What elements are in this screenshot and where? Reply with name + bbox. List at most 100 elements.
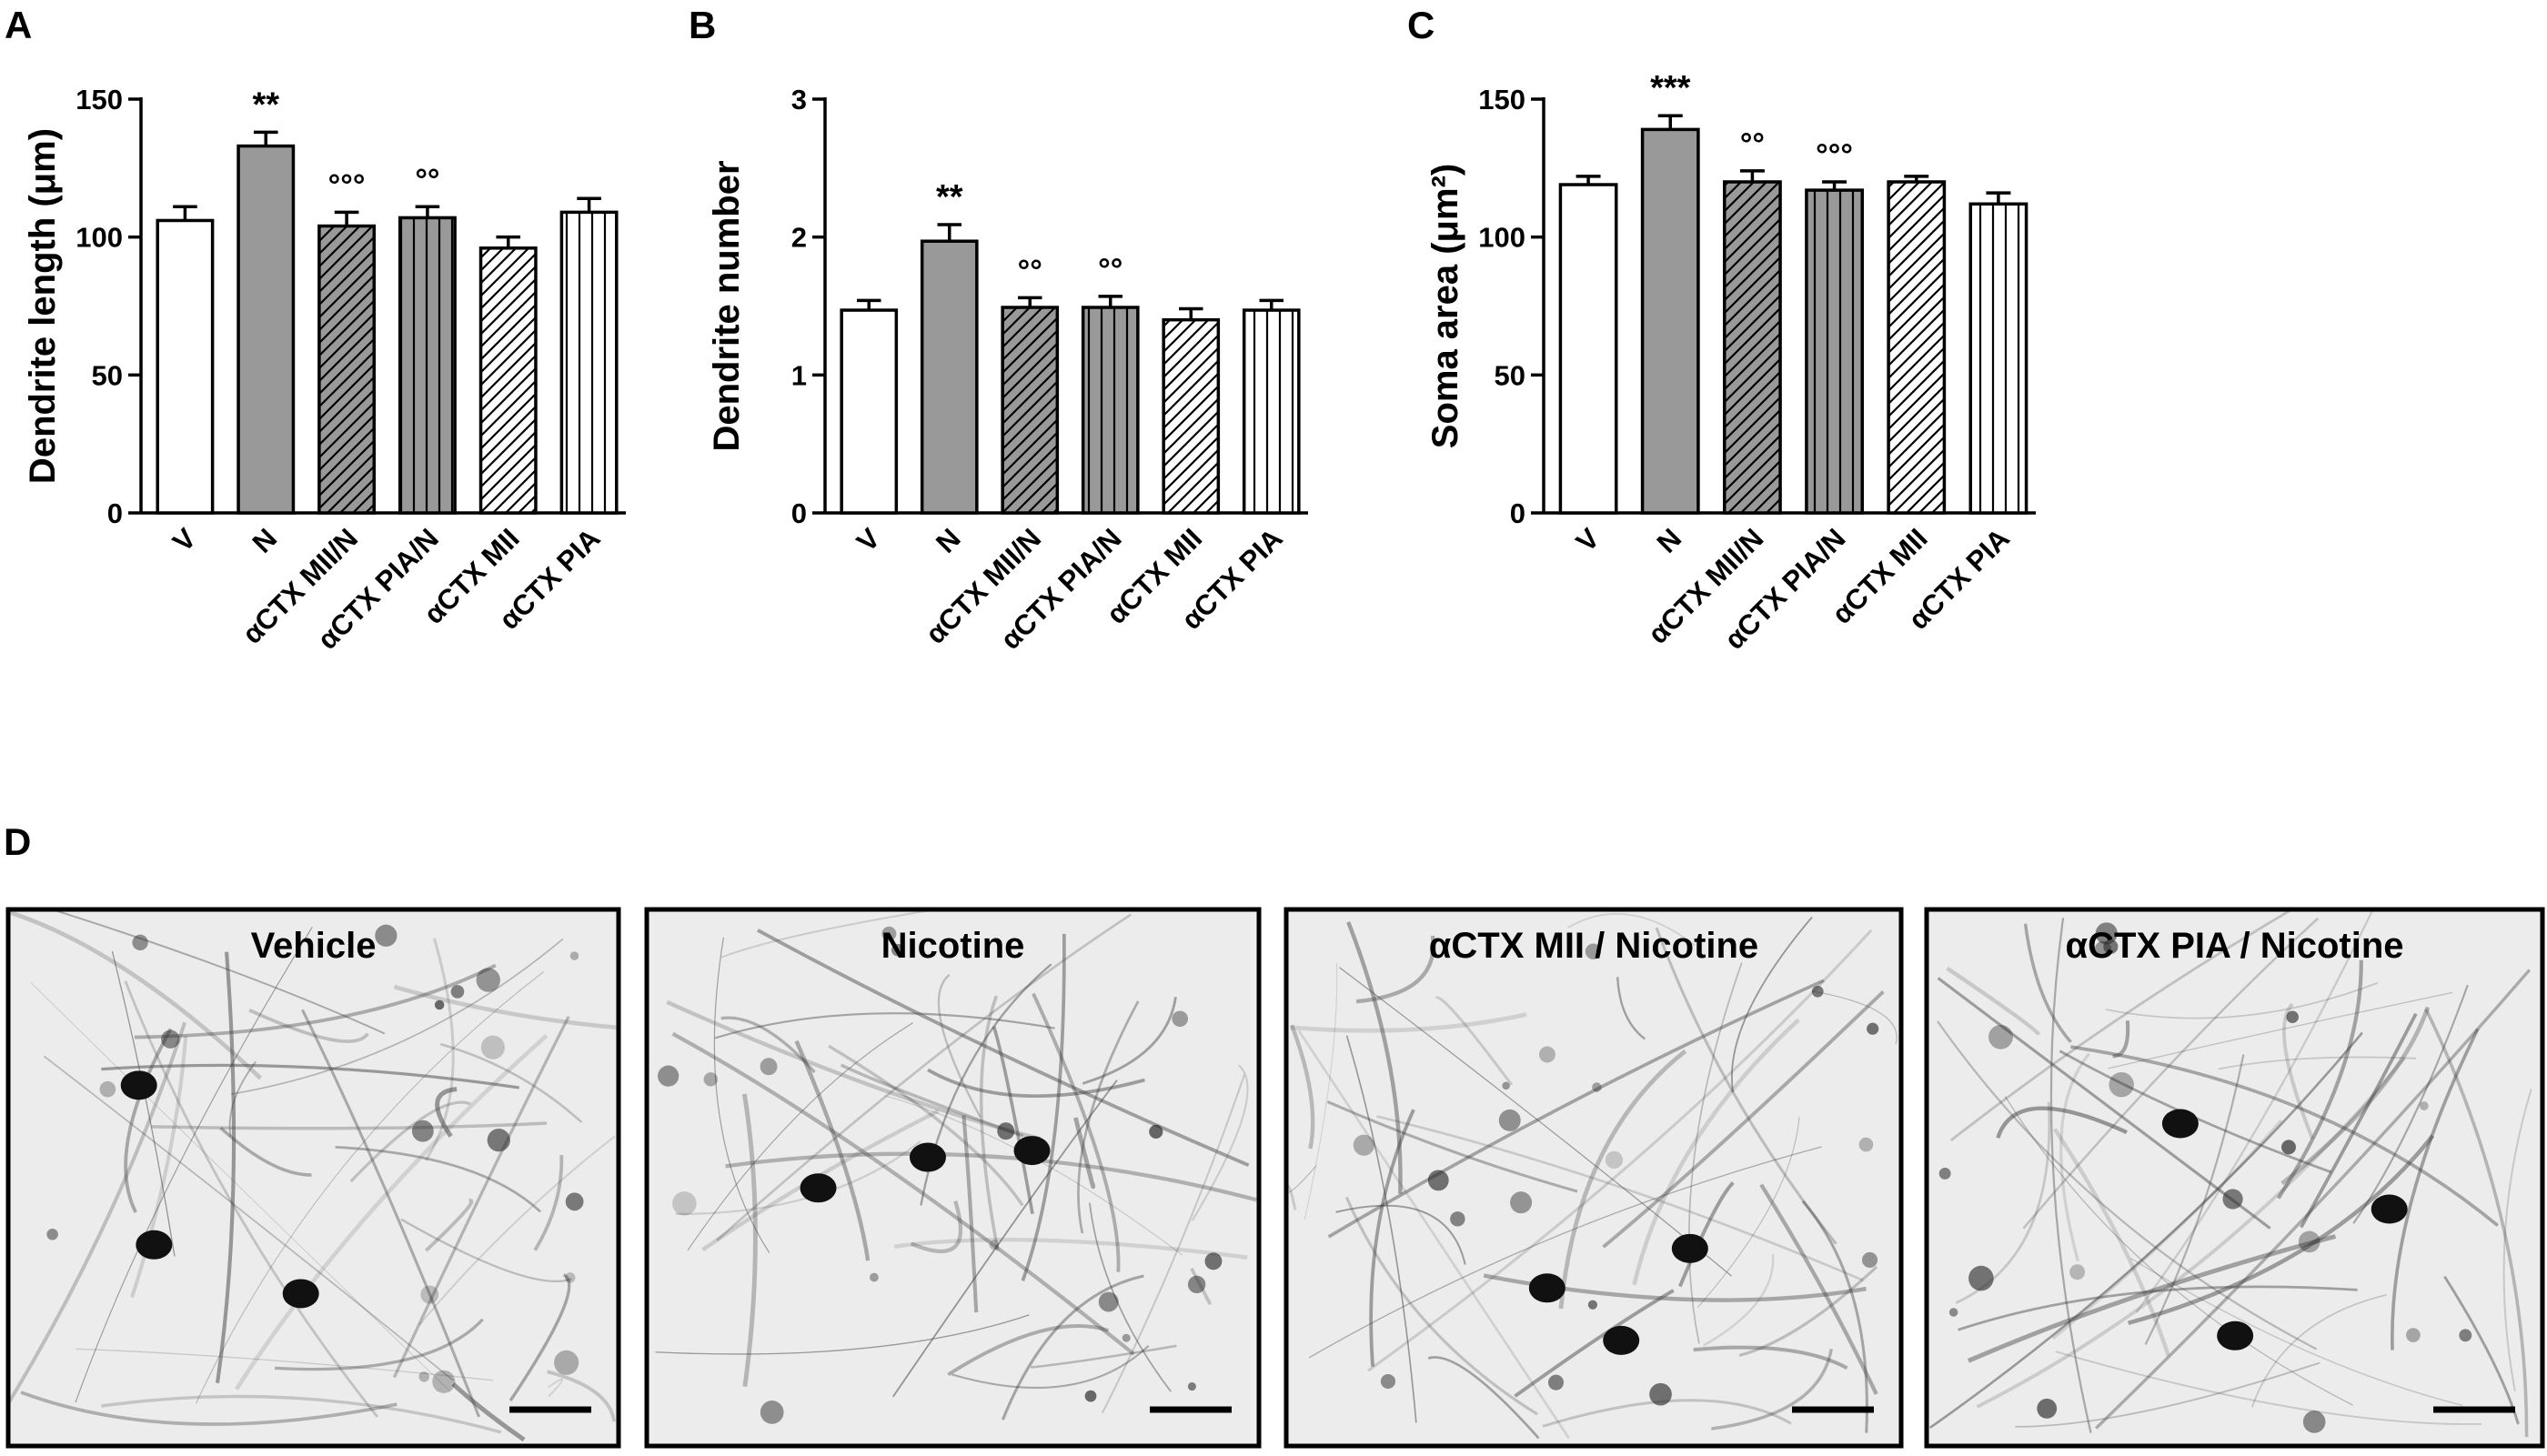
significance-label: °°° <box>328 168 366 203</box>
cell-body <box>132 934 148 951</box>
neuron-soma <box>282 1279 319 1309</box>
neurite <box>124 980 379 1418</box>
neurite <box>124 1028 173 1213</box>
neurite <box>1558 1049 1687 1310</box>
y-tick-label: 1 <box>791 359 807 391</box>
cell-body <box>870 1272 879 1282</box>
error-bar <box>1739 169 1765 182</box>
cell-body <box>565 1192 584 1211</box>
neurite <box>1376 1115 1864 1282</box>
neurite <box>400 1218 572 1282</box>
neurite <box>1616 977 1646 1040</box>
cell-body <box>161 1029 180 1049</box>
neurite <box>2352 984 2469 1224</box>
neurite <box>1367 929 1873 1372</box>
cell-body <box>2286 1010 2299 1024</box>
bar <box>1162 317 1221 515</box>
neurite <box>937 973 982 1118</box>
neurite <box>418 1135 616 1326</box>
neurite <box>2130 1258 2463 1407</box>
neurite <box>1344 1196 1538 1416</box>
neurite <box>2049 918 2092 1433</box>
neurite <box>30 981 451 1392</box>
neurite <box>43 1055 454 1381</box>
neurite <box>1102 1074 1246 1414</box>
y-tick-label: 3 <box>791 84 807 115</box>
cell-body <box>1858 1137 1874 1152</box>
neurite <box>1326 1100 1578 1193</box>
neurite <box>910 1200 963 1254</box>
significance-label: ** <box>936 178 963 216</box>
y-tick-label: 0 <box>1510 497 1525 529</box>
neurite <box>1514 1289 1675 1398</box>
neurite <box>1427 1356 1540 1440</box>
neuron-soma <box>136 1230 173 1260</box>
panel-label: A <box>5 4 32 46</box>
cell-body <box>703 1072 718 1087</box>
neurite <box>130 1035 188 1299</box>
cell-body <box>1380 1373 1395 1390</box>
neurite <box>1696 1117 1800 1309</box>
neurite <box>231 938 564 1095</box>
cell-body <box>432 1370 456 1393</box>
cell-body <box>1605 1150 1624 1170</box>
cell-body <box>658 1065 680 1087</box>
neuron-soma <box>1603 1325 1640 1355</box>
significance-label: °° <box>1098 253 1122 287</box>
neurite <box>335 1146 542 1213</box>
neurite <box>716 913 1132 1241</box>
cell-body <box>1353 1134 1375 1156</box>
neurite <box>2135 909 2374 1313</box>
neurite <box>2105 982 2379 1019</box>
bar <box>237 144 296 515</box>
neurite <box>349 1100 471 1183</box>
cell-body <box>2037 1398 2058 1419</box>
bar <box>156 218 215 515</box>
significance-label: °° <box>415 163 439 197</box>
cell-body <box>1122 1333 1131 1342</box>
error-bar <box>577 196 601 213</box>
cell-body <box>1988 1024 2013 1049</box>
neurite <box>219 1126 312 1177</box>
neurite <box>1308 1146 1822 1359</box>
micrograph-frame <box>1924 907 2545 1449</box>
neurite <box>2250 1294 2387 1408</box>
neurite <box>725 1151 1257 1202</box>
neurite <box>2023 923 2072 1043</box>
neurite <box>1369 1109 1415 1367</box>
neuron-soma <box>909 1142 946 1172</box>
micrograph-background <box>1927 909 2542 1446</box>
y-tick-label: 2 <box>791 222 807 254</box>
bar <box>1887 180 1947 515</box>
neurite <box>101 1394 502 1434</box>
cell-body <box>1811 985 1824 998</box>
neurite <box>1655 927 1837 1245</box>
micrograph: Vehicle <box>5 907 621 1449</box>
neurite <box>741 1093 758 1387</box>
neurite <box>1687 962 1743 1344</box>
neurite <box>1937 1020 2318 1351</box>
panel-label: C <box>1407 4 1435 46</box>
error-bar <box>1986 191 2011 205</box>
micrograph: αCTX MII / Nicotine <box>1284 907 1904 1449</box>
bar <box>478 246 538 515</box>
x-tick-label: V <box>166 522 203 558</box>
bar <box>1242 308 1301 515</box>
micrograph-frame <box>5 907 621 1449</box>
x-tick-label: N <box>1651 522 1688 559</box>
neuron-soma <box>800 1173 837 1203</box>
cell-body <box>760 1058 778 1076</box>
neurite <box>893 1237 1248 1260</box>
neurite <box>2095 969 2532 1430</box>
error-bar <box>496 235 521 248</box>
neurite <box>1801 1200 1868 1433</box>
neurite <box>439 1042 583 1124</box>
cell-body <box>881 926 897 941</box>
cell-body <box>1948 1308 1958 1317</box>
error-bar <box>937 223 961 242</box>
neurite <box>1339 967 1732 1277</box>
neurite <box>101 1063 519 1089</box>
neurite <box>451 1382 526 1442</box>
neurite <box>10 910 263 1080</box>
neurite <box>424 938 455 1161</box>
